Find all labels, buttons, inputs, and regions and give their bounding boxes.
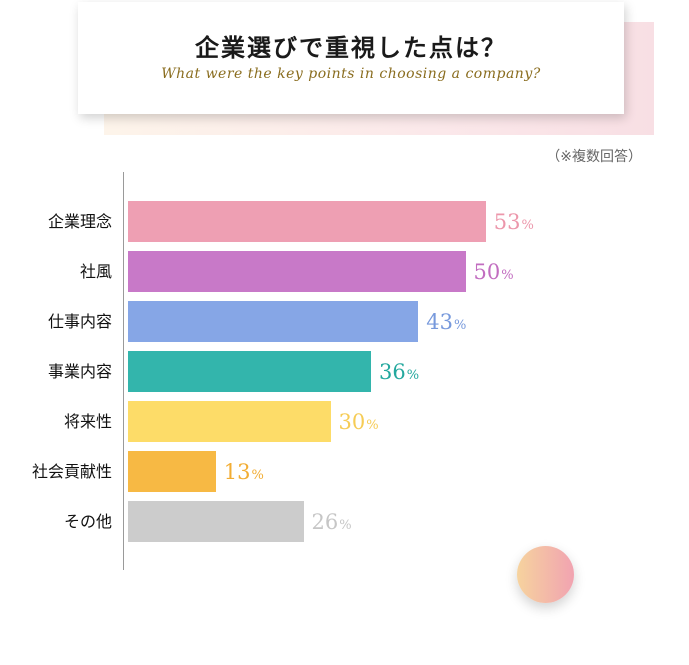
- value-number: 53: [493, 209, 521, 234]
- value-label: 43%: [426, 310, 466, 338]
- value-unit: %: [251, 467, 264, 483]
- category-axis-line: [123, 172, 124, 570]
- bar: [128, 351, 371, 392]
- bar: [128, 201, 486, 242]
- decorative-circle: [517, 546, 574, 603]
- value-unit: %: [366, 417, 379, 433]
- category-label: 事業内容: [47, 361, 112, 381]
- value-number: 30: [338, 409, 366, 434]
- category-label: 将来性: [63, 411, 112, 431]
- value-number: 50: [473, 259, 501, 284]
- value-unit: %: [453, 317, 467, 333]
- title-card: 企業選びで重視した点は？ What were the key points in…: [78, 2, 624, 114]
- category-label: その他: [63, 511, 112, 531]
- category-label: 企業理念: [47, 211, 112, 231]
- value-number: 43: [426, 309, 453, 334]
- value-unit: %: [521, 217, 534, 233]
- bar: [128, 501, 304, 542]
- page-title: 企業選びで重視した点は？: [195, 34, 507, 62]
- category-label: 社風: [79, 261, 112, 281]
- bar: [128, 401, 331, 442]
- value-number: 36: [379, 359, 406, 384]
- multiple-answer-note: （※複数回答）: [546, 149, 642, 165]
- value-number: 26: [311, 509, 339, 534]
- category-label: 社会貢献性: [31, 461, 112, 481]
- category-label: 仕事内容: [47, 311, 112, 331]
- value-label: 53%: [494, 210, 534, 238]
- value-unit: %: [501, 267, 514, 283]
- value-label: 26%: [312, 510, 352, 538]
- bar: [128, 301, 419, 342]
- value-label: 13%: [224, 460, 264, 488]
- bar: [128, 451, 216, 492]
- value-label: 36%: [379, 360, 419, 388]
- value-label: 30%: [339, 410, 379, 438]
- bar: [128, 251, 466, 292]
- value-label: 50%: [474, 260, 514, 288]
- value-number: 13: [223, 459, 251, 484]
- value-unit: %: [406, 367, 420, 383]
- value-unit: %: [339, 517, 352, 533]
- page-subtitle: What were the key points in choosing a c…: [161, 66, 541, 82]
